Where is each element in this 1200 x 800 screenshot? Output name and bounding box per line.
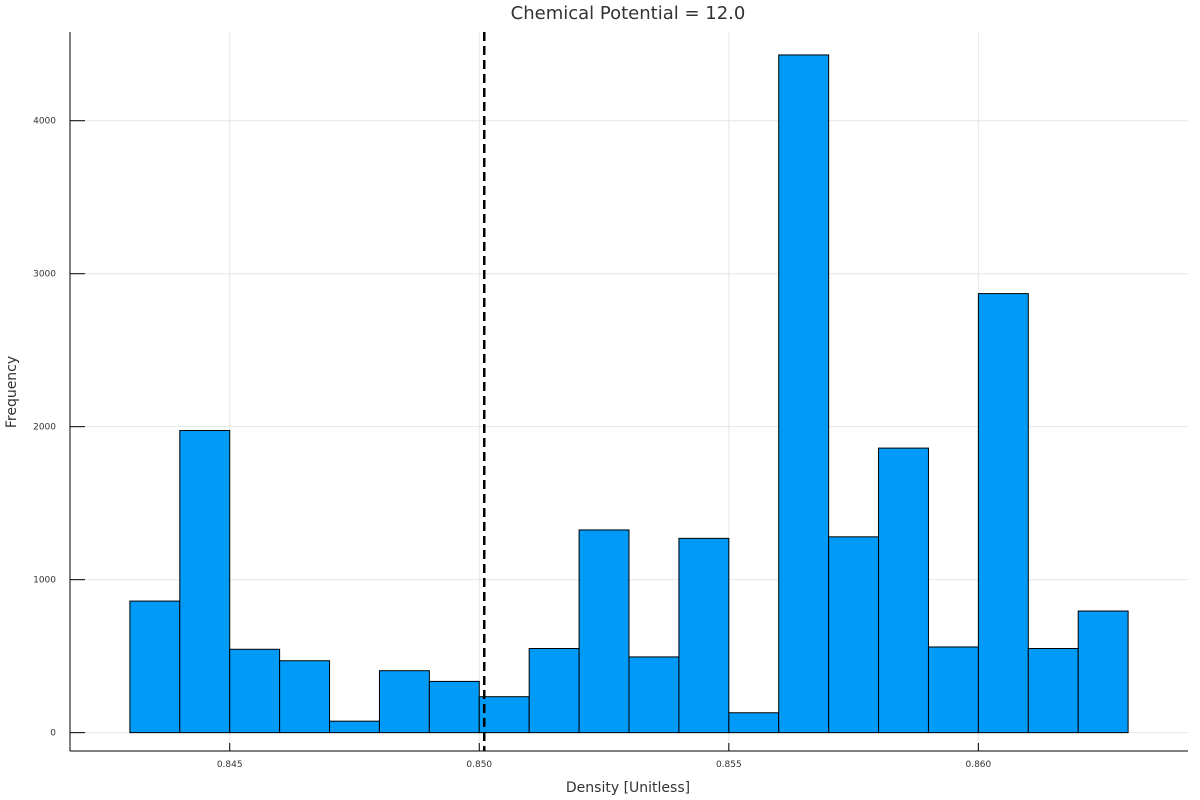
y-tick-label: 3000 [33, 270, 56, 280]
histogram-bar [878, 447, 929, 734]
histogram-bar [378, 670, 430, 734]
histogram-bar [428, 680, 480, 734]
histogram-bar [279, 660, 331, 734]
axis-layer [69, 32, 1188, 752]
histogram-bar [229, 648, 281, 734]
histogram-bar [1027, 648, 1079, 734]
histogram-bar [678, 537, 730, 734]
histogram-bar [478, 696, 530, 734]
bar-layer [129, 54, 1129, 734]
histogram-bar [628, 656, 680, 734]
x-tick-label: 0.855 [716, 760, 742, 770]
histogram-bar [578, 529, 630, 734]
histogram-bar [778, 54, 830, 734]
y-tick-label: 4000 [33, 117, 56, 127]
histogram-bar [179, 430, 231, 734]
histogram-bar [977, 293, 1029, 734]
x-tick-label: 0.850 [466, 760, 492, 770]
histogram-bar [927, 646, 979, 734]
histogram-bar [129, 600, 181, 734]
y-axis-label: Frequency [4, 356, 20, 428]
y-tick-label: 0 [50, 729, 56, 739]
x-axis-label: Density [Unitless] [566, 780, 690, 796]
x-tick-label: 0.845 [217, 760, 243, 770]
y-tick-label: 1000 [33, 576, 56, 586]
histogram-bar [1077, 610, 1129, 734]
histogram-bar [329, 720, 380, 734]
x-tick-label: 0.860 [965, 760, 991, 770]
histogram-bar [528, 648, 580, 734]
chart-title: Chemical Potential = 12.0 [511, 3, 746, 24]
histogram-bar [828, 536, 880, 734]
y-tick-label: 2000 [33, 423, 56, 433]
histogram-bar [728, 712, 780, 734]
tick-label-layer: 0.845 0.850 0.855 0.860 0 1000 2000 3000 4000 [33, 117, 991, 770]
